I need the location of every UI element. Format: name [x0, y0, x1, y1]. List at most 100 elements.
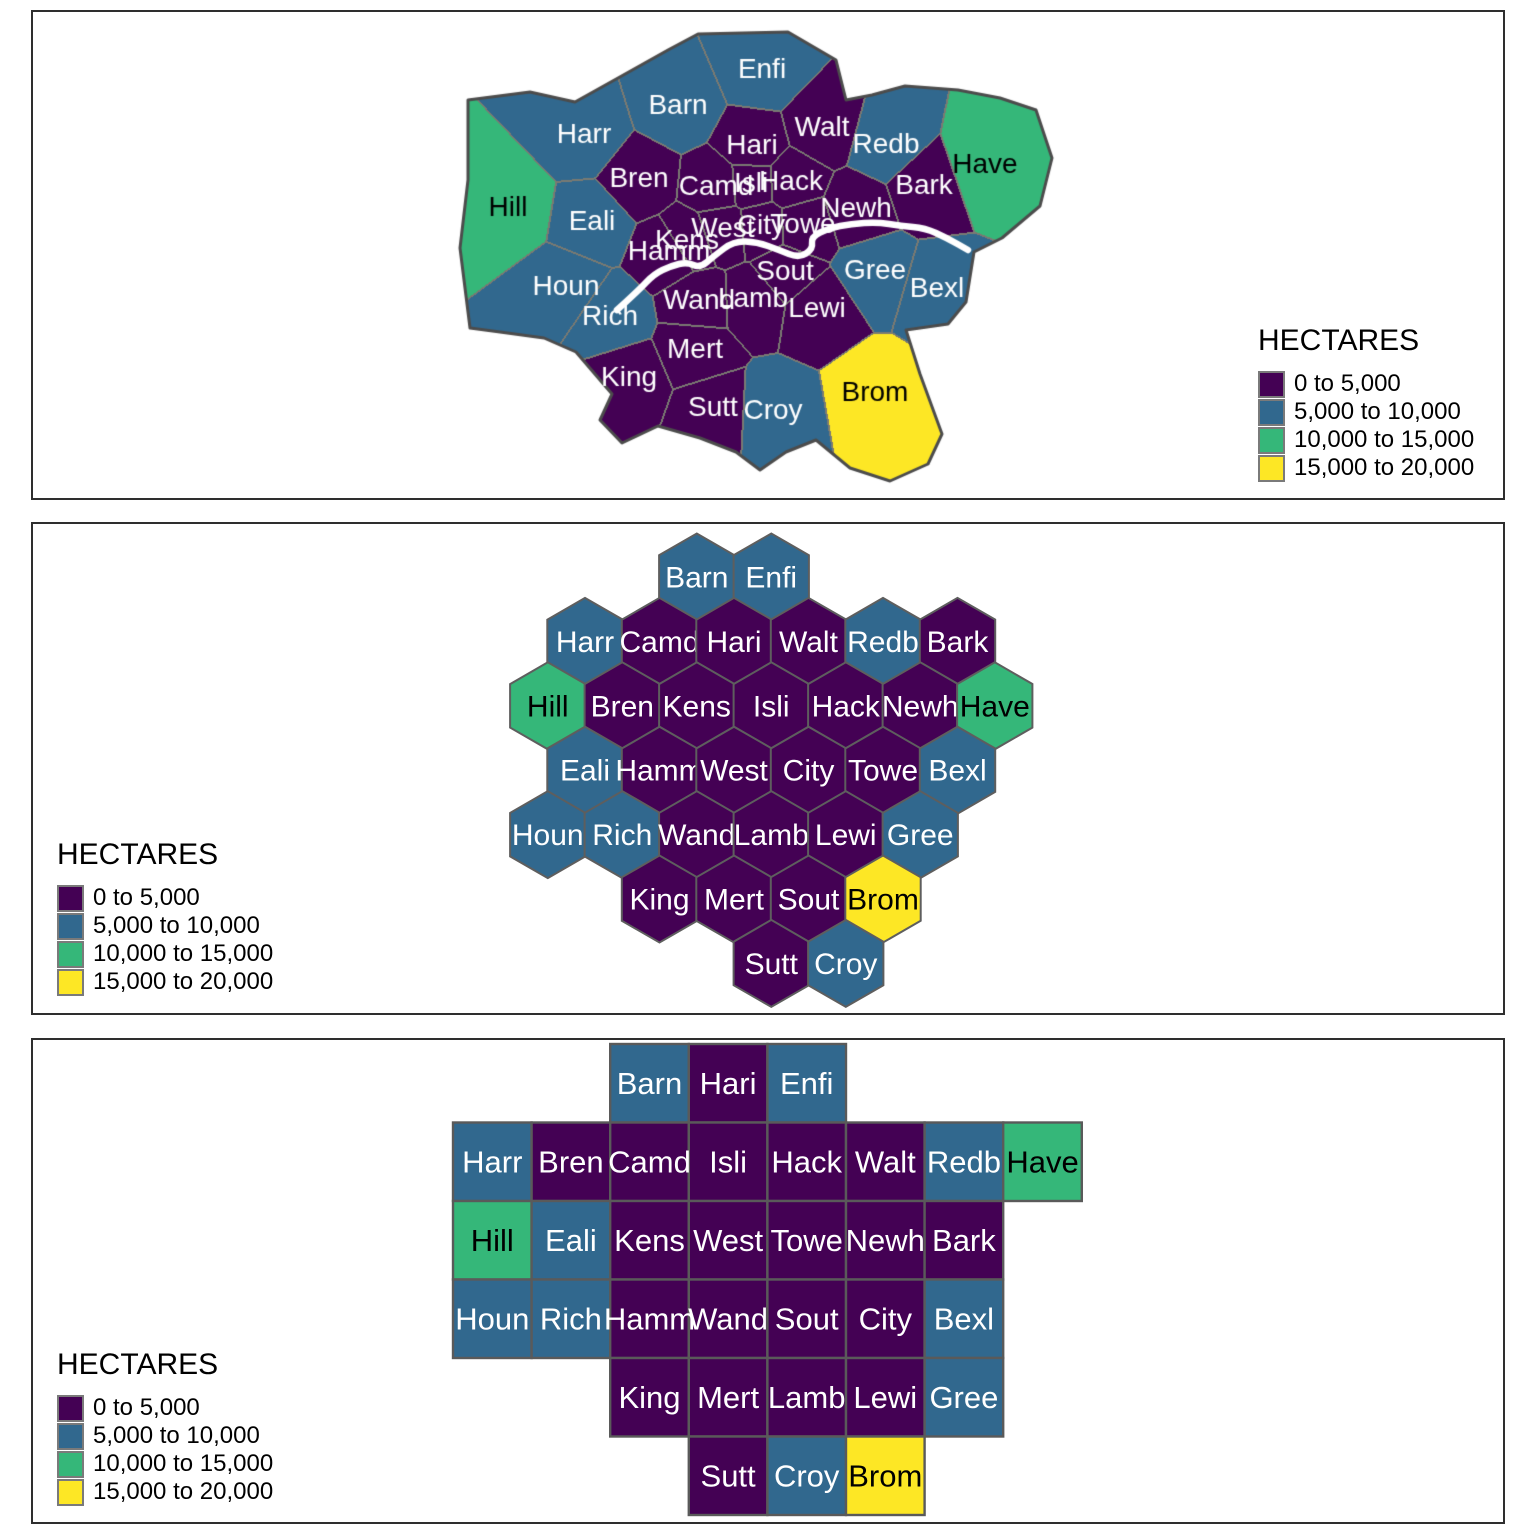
cell-Bren — [530, 1121, 612, 1203]
cell-label-Croy: Croy — [774, 1459, 840, 1494]
legend-items: 0 to 5,000 5,000 to 10,000 10,000 to 15,00… — [1258, 370, 1474, 482]
cell-Croy — [766, 1435, 848, 1517]
cell-label-Wand: Wand — [688, 1302, 768, 1337]
cell-Bark — [923, 1199, 1005, 1281]
legend-item-0: 0 to 5,000 — [57, 884, 273, 912]
hex-label-Hamm: Hamm — [615, 755, 703, 788]
hex-label-Redb: Redb — [847, 626, 919, 659]
legend-item-3: 15,000 to 20,000 — [57, 1478, 273, 1506]
hex-Croy — [807, 918, 885, 1009]
cell-Rich — [530, 1278, 612, 1360]
cell-label-West: West — [693, 1223, 763, 1258]
cell-Bexl — [923, 1278, 1005, 1360]
cell-label-Redb: Redb — [927, 1145, 1001, 1180]
cell-label-Hari: Hari — [700, 1066, 757, 1101]
cell-label-Enfi: Enfi — [780, 1066, 833, 1101]
cell-label-Lamb: Lamb — [768, 1380, 846, 1415]
legend-item-3: 15,000 to 20,000 — [57, 968, 273, 996]
cell-Houn — [451, 1278, 533, 1360]
hex-label-Kens: Kens — [663, 690, 731, 723]
cell-label-Bren: Bren — [538, 1145, 603, 1180]
hex-label-Lamb: Lamb — [734, 819, 809, 852]
hex-label-Newh: Newh — [882, 690, 959, 723]
cell-Newh — [844, 1199, 926, 1281]
hex-label-Harr: Harr — [556, 626, 614, 659]
hex-label-Hari: Hari — [706, 626, 761, 659]
hex-label-King: King — [629, 884, 689, 917]
legend-swatch — [1258, 398, 1285, 426]
panel-square-cartogram: Barn Hari Enfi Harr Bren Camd Isli Hack Walt Redb… — [31, 1038, 1505, 1524]
cell-Gree — [923, 1356, 1005, 1438]
cell-Barn — [609, 1042, 691, 1124]
legend-label: 15,000 to 20,000 — [93, 968, 274, 995]
hex-label-Towe: Towe — [848, 755, 918, 788]
cell-Isli — [687, 1121, 769, 1203]
legend-hectares-map: HECTARES 0 to 5,000 5,000 to 10,000 10,000… — [1258, 324, 1474, 482]
hex-label-Walt: Walt — [779, 626, 839, 659]
london-hex-cartogram: Barn Enfi Harr Camd Hari Walt Redb Bark Hill Bren… — [509, 532, 1034, 1009]
legend-title: HECTARES — [1258, 324, 1420, 357]
cell-label-Rich: Rich — [540, 1302, 602, 1337]
hex-label-Camd: Camd — [619, 626, 699, 659]
cell-label-Kens: Kens — [614, 1223, 685, 1258]
cell-label-Have: Have — [1006, 1145, 1078, 1180]
cell-Enfi — [766, 1042, 848, 1124]
legend-swatch — [1258, 426, 1285, 454]
cell-Harr — [451, 1121, 533, 1203]
hex-label-Barn: Barn — [665, 562, 728, 595]
cell-label-Camd: Camd — [608, 1145, 691, 1180]
hex-label-West: West — [700, 755, 768, 788]
cell-Walt — [844, 1121, 926, 1203]
hex-label-Sutt: Sutt — [745, 948, 799, 981]
cell-West — [687, 1199, 769, 1281]
legend-swatch — [57, 968, 84, 996]
legend-item-1: 5,000 to 10,000 — [57, 912, 273, 940]
hex-label-Rich: Rich — [592, 819, 652, 852]
legend-item-2: 10,000 to 15,000 — [57, 1450, 273, 1478]
legend-item-2: 10,000 to 15,000 — [57, 940, 273, 968]
hex-label-Brom: Brom — [847, 884, 919, 917]
legend-label: 15,000 to 20,000 — [1294, 454, 1475, 481]
hex-label-Bren: Bren — [591, 690, 654, 723]
panel-choropleth-map: HECTARES 0 to 5,000 5,000 to 10,000 10,000… — [31, 10, 1505, 500]
legend-label: 5,000 to 10,000 — [93, 1422, 260, 1449]
legend-label: 10,000 to 15,000 — [93, 940, 274, 967]
legend-item-1: 5,000 to 10,000 — [57, 1422, 273, 1450]
cell-label-Harr: Harr — [462, 1145, 522, 1180]
hex-label-Houn: Houn — [512, 819, 584, 852]
legend-swatch — [57, 884, 84, 912]
cell-Lewi — [844, 1356, 926, 1438]
hex-label-Have: Have — [960, 690, 1030, 723]
legend-label: 10,000 to 15,000 — [1294, 426, 1475, 453]
hex-label-Hill: Hill — [527, 690, 569, 723]
legend-swatch — [1258, 370, 1285, 398]
legend-swatch — [57, 1478, 84, 1506]
hex-label-Isli: Isli — [753, 690, 790, 723]
hex-label-Croy: Croy — [814, 948, 877, 981]
cell-label-Walt: Walt — [855, 1145, 916, 1180]
cell-label-Hill: Hill — [471, 1223, 514, 1258]
legend-swatch — [57, 1450, 84, 1478]
legend-title: HECTARES — [57, 838, 219, 871]
legend-label: 0 to 5,000 — [93, 884, 200, 911]
legend-items: 0 to 5,000 5,000 to 10,000 10,000 to 15,00… — [57, 1394, 273, 1506]
cell-Hari — [687, 1042, 769, 1124]
cell-label-Bexl: Bexl — [934, 1302, 994, 1337]
cell-label-Sout: Sout — [775, 1302, 839, 1337]
cell-label-King: King — [618, 1380, 680, 1415]
cell-label-Brom: Brom — [848, 1459, 922, 1494]
panel-hex-cartogram: Barn Enfi Harr Camd Hari Walt Redb Bark Hill Bren… — [31, 522, 1505, 1015]
legend-item-0: 0 to 5,000 — [1258, 370, 1474, 398]
cell-label-Mert: Mert — [697, 1380, 759, 1415]
hex-label-Mert: Mert — [704, 884, 765, 917]
legend-label: 15,000 to 20,000 — [93, 1478, 274, 1505]
legend-label: 0 to 5,000 — [93, 1394, 200, 1421]
hex-label-Lewi: Lewi — [815, 819, 877, 852]
cell-label-Gree: Gree — [929, 1380, 998, 1415]
cell-Towe — [766, 1199, 848, 1281]
legend-swatch — [57, 1422, 84, 1450]
legend-item-3: 15,000 to 20,000 — [1258, 454, 1474, 482]
cell-label-Towe: Towe — [771, 1223, 843, 1258]
legend-swatch — [1258, 454, 1285, 482]
